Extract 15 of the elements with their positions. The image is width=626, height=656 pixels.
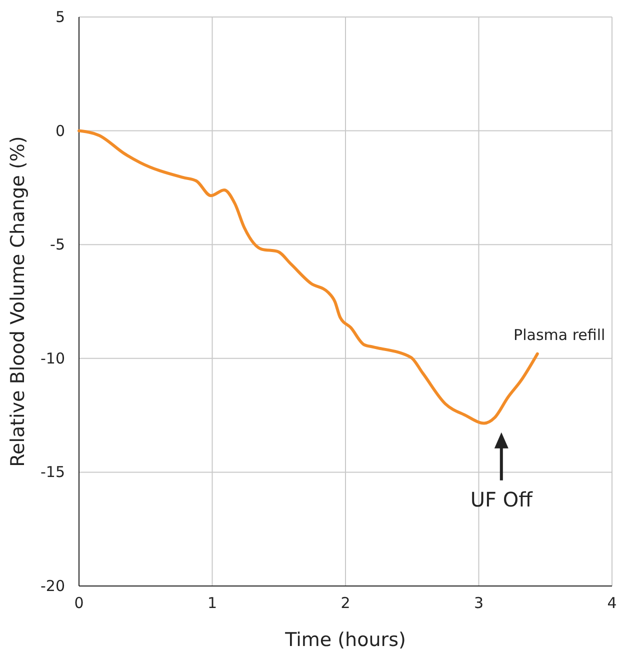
y-tick-label: -15 bbox=[40, 463, 65, 482]
annotation: Plasma refill bbox=[514, 326, 606, 344]
y-tick-label: -20 bbox=[40, 577, 65, 595]
y-tick-label: -10 bbox=[40, 349, 65, 368]
y-axis-title: Relative Blood Volume Change (%) bbox=[7, 136, 29, 467]
y-tick-label: -5 bbox=[50, 236, 65, 254]
y-tick-label: 0 bbox=[55, 122, 65, 140]
annotation: UF Off bbox=[470, 487, 534, 512]
x-axis-title: Time (hours) bbox=[284, 629, 406, 651]
x-tick-label: 2 bbox=[340, 594, 350, 612]
x-tick-label: 3 bbox=[474, 594, 484, 612]
y-tick-label: 5 bbox=[55, 8, 65, 26]
x-tick-label: 1 bbox=[207, 594, 218, 612]
x-tick-label: 0 bbox=[74, 594, 84, 612]
x-tick-label: 4 bbox=[607, 594, 617, 612]
